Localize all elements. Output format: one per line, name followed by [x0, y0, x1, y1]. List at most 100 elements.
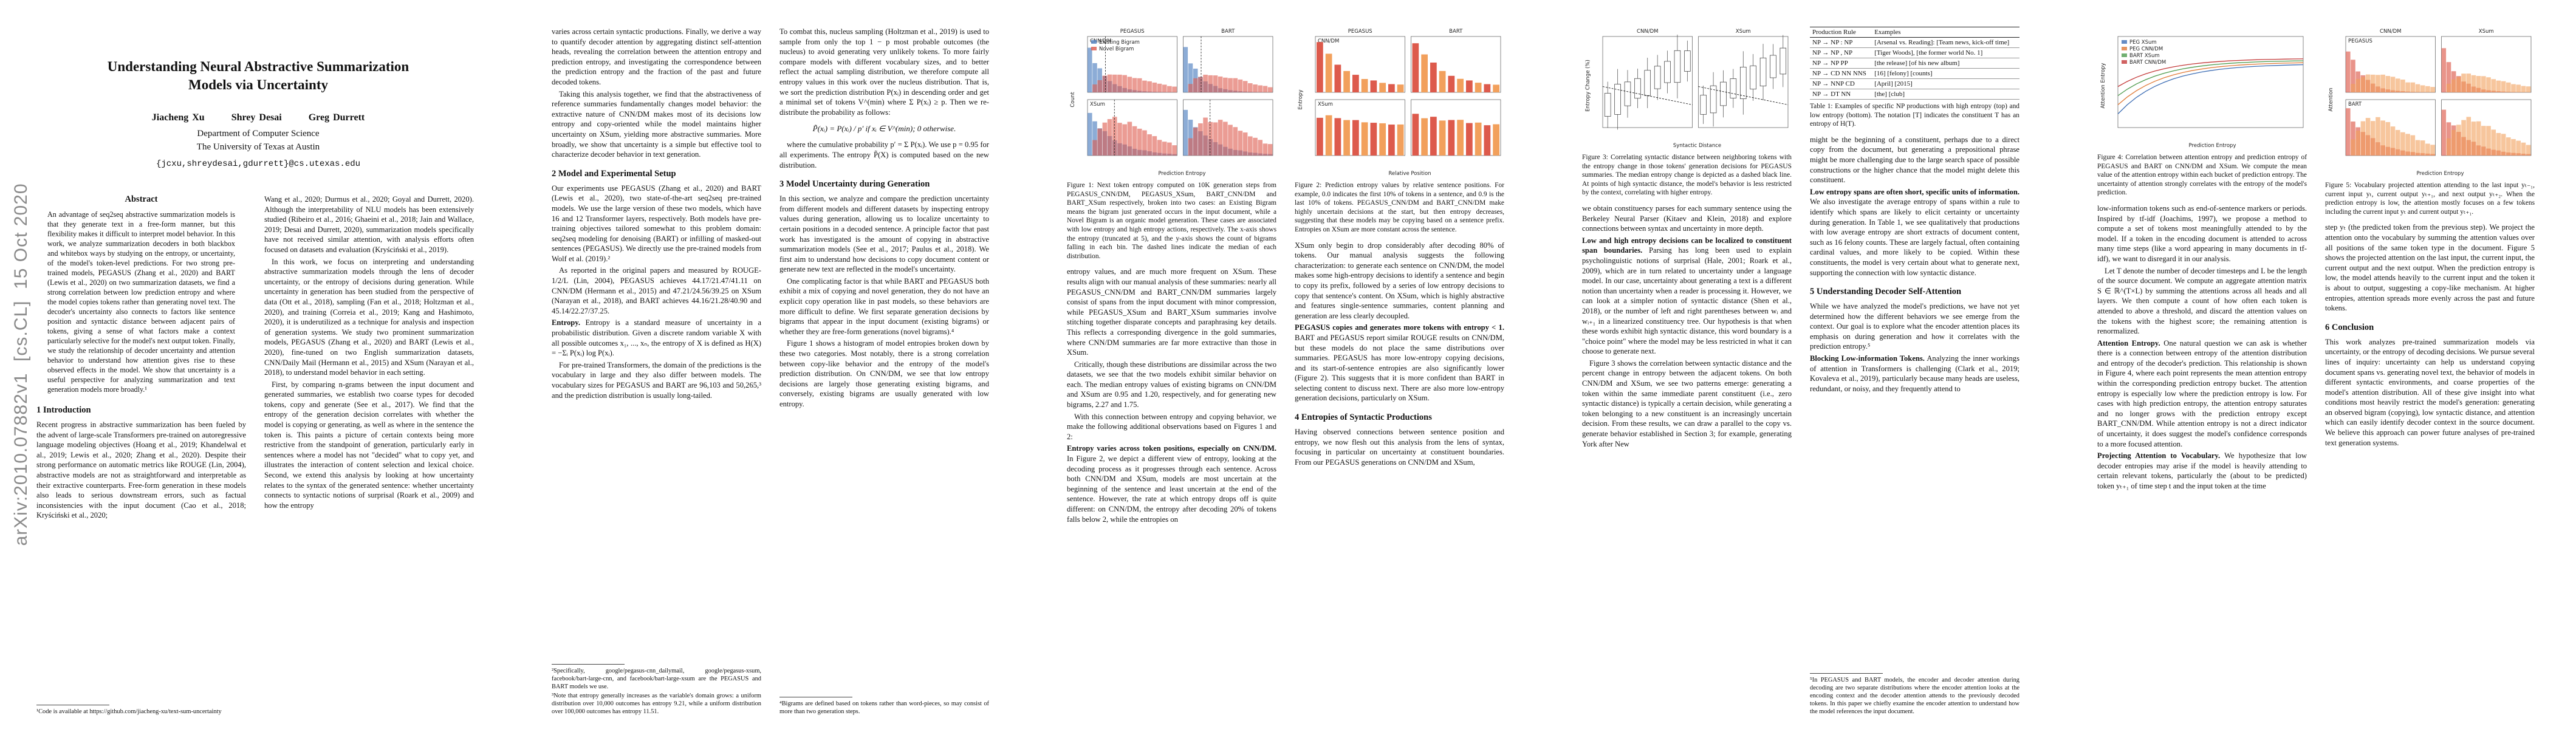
deco-bar: [2526, 145, 2531, 156]
deco-bar: [1112, 117, 1117, 156]
deco-bar: [2365, 118, 2371, 156]
table-cell: [the] [club]: [1872, 89, 2019, 100]
deco-bar: [1388, 125, 1395, 156]
deco-bar: [1132, 126, 1137, 156]
deco-bar: [2501, 81, 2506, 92]
abstract-heading: Abstract: [125, 194, 158, 204]
section-heading: 6 Conclusion: [2325, 322, 2374, 332]
deco-bar: [2506, 137, 2511, 156]
deco-bar: [1167, 142, 1172, 156]
deco-box: [1730, 78, 1737, 98]
deco-bar: [2365, 74, 2371, 92]
deco-bar: [1457, 120, 1464, 156]
paragraph-text: BART and PEGASUS report similar ROUGE re…: [1295, 333, 1504, 403]
table-cell: NP → CD NN NNS: [1810, 68, 1872, 79]
paragraph-text: To combat this, nucleus sampling (Holtzm…: [779, 27, 989, 117]
deco-bar: [2496, 80, 2501, 92]
legend-swatch: [1091, 47, 1097, 50]
deco-bar: [1157, 83, 1162, 92]
author: Jiacheng Xu: [151, 112, 205, 123]
figure: CNN/DM XSum Syntactic Distance Entropy Chan…: [1582, 27, 1792, 197]
table-row: NP → CD NN NNS [16] [felony] [counts]: [1810, 68, 2019, 79]
deco-bar: [2400, 79, 2405, 92]
paragraph-text: One complicating factor is that while BA…: [779, 276, 989, 336]
deco-bar: [1172, 145, 1177, 156]
deco-bar: [1388, 84, 1395, 92]
deco-bar: [2501, 134, 2506, 156]
paragraph: One complicating factor is that while BA…: [779, 276, 989, 337]
deco-bar: [1233, 127, 1238, 156]
deco-bar: [1361, 122, 1368, 156]
deco-bar: [2410, 135, 2416, 156]
figure-plot: CNN/DM PEGASUS BART XSum Prediction Entropy A…: [2328, 29, 2532, 177]
table-caption: Table 1: Examples of specific NP product…: [1810, 103, 2019, 128]
paragraph-text: varies across certain syntactic producti…: [552, 27, 761, 86]
deco-bar: [1248, 136, 1253, 156]
deco-bar: [1258, 85, 1263, 92]
paragraph: Blocking Low-information Tokens. Analyzi…: [1810, 354, 2019, 394]
paragraph-text: Taking this analysis together, we find t…: [552, 89, 761, 159]
deco-bar: [2385, 122, 2391, 156]
paragraph: This work analyzes pre-trained summariza…: [2325, 337, 2535, 448]
deco-line: [2117, 62, 2304, 105]
paragraph-text: Figure 1 shows a histogram of model entr…: [779, 339, 989, 408]
deco-bar: [2486, 126, 2491, 156]
deco-bar: [1430, 117, 1437, 156]
paragraph: step yₜ (the predicted token from the pr…: [2325, 222, 2535, 313]
deco-median: [1602, 86, 1693, 105]
table-cell: [16] [felony] [counts]: [1872, 68, 2019, 79]
column: PEGASUS CNN/DM XSum BART Existing Bigram Nove…: [1067, 27, 1276, 717]
author-list: Jiacheng Xu Shrey Desai Greg Durrett: [36, 112, 480, 123]
deco-bar: [2370, 121, 2376, 156]
deco-bar: [1475, 122, 1482, 156]
deco-bar: [1208, 75, 1213, 92]
column: PEG XSum PEG CNN/DM BART XSum BART CNN/DM Pr…: [2097, 27, 2307, 717]
deco-bar: [2516, 140, 2521, 156]
figure-caption: Figure 5: Vocabulary projected attention…: [2325, 182, 2535, 216]
deco-bar: [1157, 140, 1162, 156]
deco-bar: [2456, 125, 2461, 156]
deco-bar: [1379, 83, 1386, 92]
figure: PEGASUS CNN/DM XSum BART Relative Position En…: [1295, 27, 1504, 234]
paragraph-text: For pre-trained Transformers, the domain…: [552, 360, 761, 400]
deco-box: [1644, 70, 1651, 96]
table-header: Production Rule: [1810, 27, 1872, 38]
column: Abstract An advantage of seq2seq abstract…: [36, 194, 246, 717]
deco-bar: [2355, 131, 2360, 156]
legend-label: Novel Bigram: [1099, 46, 1134, 52]
x-axis-label: Prediction Entropy: [2189, 143, 2236, 149]
paragraph: Let T denote the number of decoder times…: [2097, 266, 2307, 337]
deco-bar: [1484, 84, 1491, 92]
deco-bar: [1147, 81, 1152, 92]
deco-bar: [1088, 47, 1092, 92]
column: To combat this, nucleus sampling (Holtzm…: [779, 27, 989, 717]
paragraph-text: While we have analyzed the model's predi…: [1810, 302, 2019, 351]
deco-bar: [2405, 82, 2410, 92]
deco-bar: [1352, 75, 1359, 92]
deco-bar: [1092, 63, 1097, 92]
legend-label: BART XSum: [2129, 53, 2160, 59]
deco-bar: [1193, 128, 1198, 156]
deco-bar: [1203, 117, 1208, 156]
paragraph-lead: Entropy.: [552, 318, 581, 327]
deco-median: [1698, 86, 1789, 105]
deco-bar: [1430, 62, 1437, 92]
deco-bar: [2430, 87, 2435, 92]
legend-label: PEG CNN/DM: [2129, 46, 2163, 52]
deco-bar: [2351, 122, 2355, 156]
footnote-rule: [1810, 673, 1883, 674]
deco-bar: [1493, 84, 1499, 92]
deco-bar: [1484, 125, 1491, 156]
paragraph: Attention Entropy. One natural question …: [2097, 338, 2307, 450]
deco-bar: [1238, 79, 1243, 92]
deco-bar: [2376, 75, 2380, 92]
deco-bar: [1203, 74, 1208, 92]
table-row: NP → NP : NP [Arsenal vs. Reading]: [Team…: [1810, 37, 2019, 48]
paper-title: Understanding Neural Abstractive Summari…: [107, 59, 409, 92]
paragraph: Projecting Attention to Vocabulary. We h…: [2097, 451, 2307, 491]
figure-plot: PEGASUS CNN/DM XSum BART Existing BigramNove…: [1070, 29, 1273, 177]
deco-bar: [1223, 122, 1228, 156]
table: Production Rule Examples NP → NP : NP [Arse…: [1810, 27, 2019, 100]
panel-title: BART: [1449, 29, 1463, 35]
deco-bar: [2441, 109, 2447, 156]
